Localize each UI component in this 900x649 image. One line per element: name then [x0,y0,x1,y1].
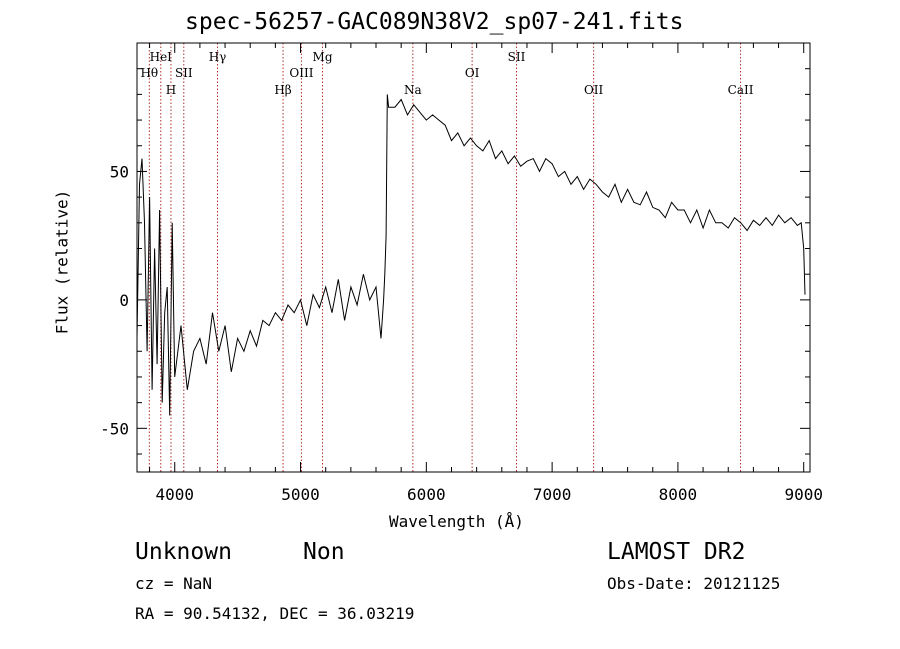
line-label-hei: HeI [150,50,173,64]
x-tick-label-9000: 9000 [784,485,823,504]
survey-name: LAMOST DR2 [607,539,746,565]
line-label-sii: SII [508,50,526,64]
line-label-oiii: OIII [289,66,313,80]
line-label-caii: CaII [728,83,754,97]
redshift-cz: cz = NaN [135,574,213,593]
plot-frame [136,42,811,473]
line-label-sii: SII [175,66,193,80]
y-tick-label-50: 50 [110,162,129,181]
object-subclass: Non [303,539,345,565]
line-label-oi: OI [465,66,480,80]
y-axis-label: Flux (relative) [52,189,72,335]
x-tick-label-8000: 8000 [659,485,698,504]
line-label-oii: OII [584,83,604,97]
x-tick-label-6000: 6000 [407,485,446,504]
line-label-mg: Mg [313,50,333,64]
coordinates: RA = 90.54132, DEC = 36.03219 [135,604,415,623]
line-labels: HeI Hγ Mg SII Hθ SII OIII OI H Hβ Na OII CaII [140,50,753,97]
line-markers [148,43,742,472]
x-tick-label-7000: 7000 [533,485,572,504]
chart-title: spec-56257-GAC089N38V2_sp07-241.fits [185,9,684,35]
axis-tick-labels: 4000 5000 6000 7000 8000 9000 -50 0 50 [100,162,823,504]
x-axis-label: Wavelength (Å) [389,512,524,531]
axis-ticks [137,43,810,472]
object-class: Unknown [135,539,232,565]
line-label-h: H [166,83,176,97]
y-tick-label--50: -50 [100,419,129,438]
line-label-hβ: Hβ [274,83,291,97]
flux-series-line [136,94,806,416]
x-tick-label-5000: 5000 [281,485,320,504]
line-label-na: Na [404,83,422,97]
x-tick-label-4000: 4000 [155,485,194,504]
line-label-hγ: Hγ [209,50,227,64]
line-label-hθ: Hθ [140,66,158,80]
y-tick-label-0: 0 [119,291,129,310]
obs-date: Obs-Date: 20121125 [607,574,781,593]
